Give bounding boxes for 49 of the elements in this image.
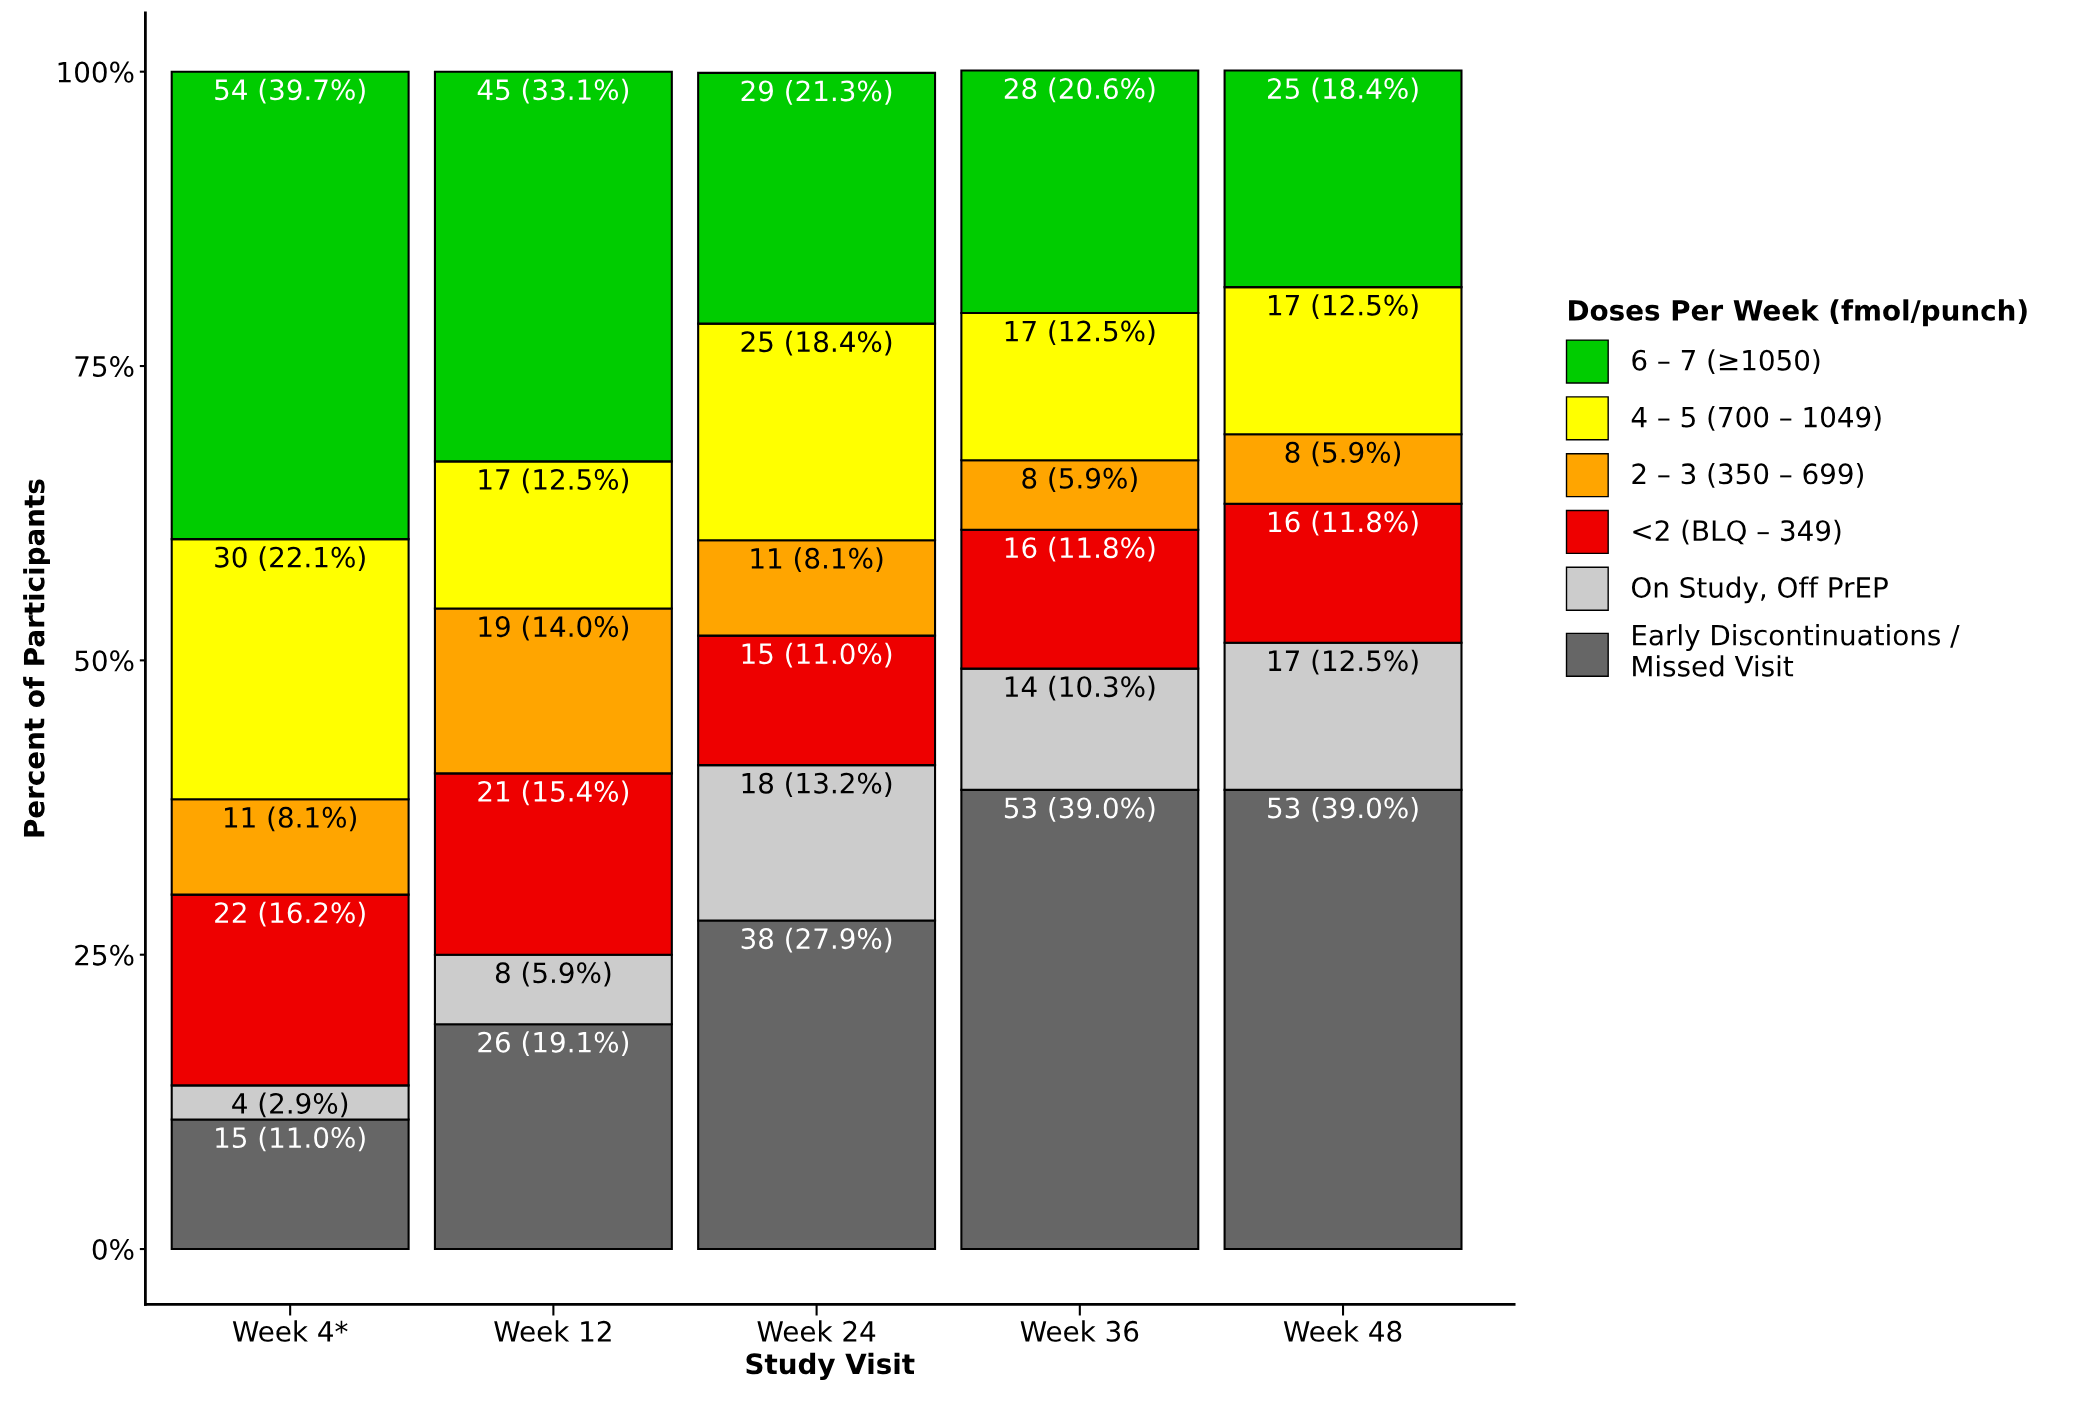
legend-label: 6 – 7 (≥1050) (1632, 349, 1820, 375)
y-tick-label: 100% (58, 61, 134, 83)
data-label: 22 (16.2%) (215, 901, 365, 927)
legend-label: On Study, Off PrEP (1631, 576, 1888, 604)
x-axis-title: Study Visit (746, 1352, 915, 1380)
data-label: 11 (8.1%) (751, 547, 883, 573)
y-tick-label: 0% (92, 1238, 134, 1260)
data-label: 16 (11.8%) (1005, 536, 1155, 562)
data-label: 17 (12.5%) (1269, 649, 1418, 675)
data-label: 25 (18.4%) (741, 330, 892, 356)
data-label: 16 (11.8%) (1269, 510, 1418, 536)
data-label: 53 (39.0%) (1004, 796, 1155, 822)
data-label: 45 (33.1%) (477, 78, 629, 104)
y-axis-title: Percent of Participants (23, 479, 50, 837)
data-label: 8 (5.9%) (1022, 467, 1137, 493)
data-label: 18 (13.2%) (742, 772, 892, 797)
data-label: 38 (27.9%) (741, 927, 892, 953)
data-label: 54 (39.7%) (215, 78, 365, 104)
legend-label: <2 (BLQ – 349) (1633, 519, 1841, 545)
data-label: 25 (18.4%) (1268, 77, 1418, 103)
data-label: 17 (12.5%) (1269, 294, 1418, 319)
data-label: 17 (12.5%) (1005, 320, 1155, 345)
x-tick-label: Week 36 (1020, 1320, 1139, 1342)
legend-label: 2 – 3 (350 – 699) (1632, 462, 1863, 488)
y-tick-label: 75% (75, 355, 134, 377)
y-tick-label: 50% (75, 650, 134, 672)
data-label: 15 (11.0%) (742, 642, 892, 668)
data-label: 8 (5.9%) (495, 961, 611, 987)
legend-title: Doses Per Week (fmol/punch) (1569, 299, 2027, 327)
data-label: 21 (15.4%) (478, 780, 629, 806)
y-tick-label: 25% (75, 944, 134, 966)
data-label: 4 (2.9%) (232, 1092, 348, 1118)
data-label: 53 (39.0%) (1268, 796, 1418, 822)
data-label: 11 (8.1%) (225, 806, 356, 832)
x-tick-label: Week 24 (757, 1320, 876, 1342)
legend-label: Early Discontinuations / Missed Visit (1633, 624, 1960, 677)
data-label: 30 (22.1%) (215, 546, 365, 571)
legend-label: 4 – 5 (700 – 1049) (1631, 406, 1881, 431)
data-label: 28 (20.6%) (1004, 77, 1155, 103)
data-label: 14 (10.3%) (1005, 675, 1155, 701)
x-tick-label: Week 4* (232, 1320, 348, 1342)
data-label: 8 (5.9%) (1285, 441, 1401, 467)
data-label: 26 (19.1%) (478, 1031, 629, 1057)
data-label: 19 (14.0%) (479, 615, 629, 641)
x-tick-label: Week 12 (494, 1320, 611, 1342)
data-label: 15 (11.0%) (216, 1126, 365, 1152)
data-label: 17 (12.5%) (479, 468, 629, 494)
data-label: 29 (21.3%) (741, 79, 892, 105)
x-tick-label: Week 48 (1283, 1320, 1402, 1342)
